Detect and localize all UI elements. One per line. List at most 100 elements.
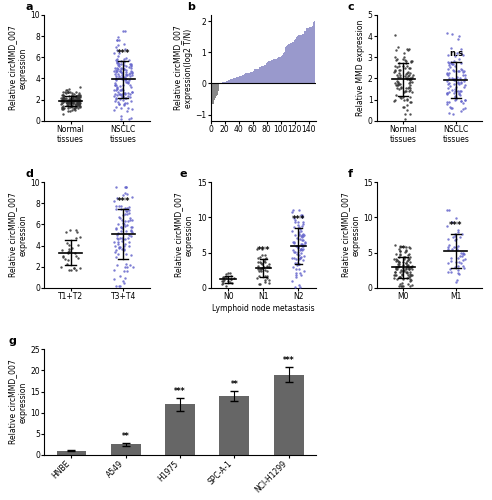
Point	[226, 269, 234, 277]
Point	[63, 101, 71, 109]
Point	[118, 206, 125, 214]
Point	[123, 204, 131, 212]
Point	[114, 240, 122, 248]
Bar	[232, 79, 233, 84]
Point	[407, 263, 415, 271]
Point	[116, 282, 123, 290]
Point	[403, 262, 411, 270]
Point	[120, 89, 128, 97]
Point	[74, 241, 82, 249]
Point	[294, 243, 302, 251]
Point	[448, 60, 456, 68]
Point	[403, 74, 411, 82]
Bar	[259, 68, 260, 84]
Point	[115, 243, 123, 251]
Point	[406, 270, 414, 278]
Point	[115, 282, 123, 290]
Point	[70, 264, 78, 272]
Bar	[241, 76, 242, 84]
Point	[111, 97, 119, 105]
Point	[116, 74, 124, 82]
Point	[65, 266, 73, 274]
Bar	[244, 74, 245, 84]
Bar	[300, 35, 301, 84]
Point	[447, 44, 455, 52]
Point	[120, 54, 127, 62]
Point	[461, 96, 469, 104]
Point	[292, 255, 300, 263]
Point	[123, 100, 131, 108]
Point	[116, 90, 124, 98]
Point	[292, 242, 300, 250]
Point	[396, 250, 403, 258]
Point	[262, 254, 270, 262]
Bar	[279, 57, 280, 84]
Point	[399, 275, 406, 283]
Point	[112, 76, 120, 84]
Point	[396, 85, 403, 93]
Point	[298, 212, 306, 220]
Point	[299, 256, 307, 264]
Text: c: c	[347, 2, 354, 12]
Point	[67, 99, 75, 107]
Point	[403, 96, 411, 104]
Point	[124, 79, 132, 87]
Point	[297, 246, 305, 254]
Point	[69, 98, 77, 106]
Point	[392, 264, 400, 272]
Point	[458, 252, 466, 260]
Point	[393, 80, 400, 88]
Point	[405, 45, 413, 53]
Point	[405, 86, 413, 94]
Point	[454, 242, 462, 250]
Point	[461, 72, 469, 80]
Point	[401, 64, 409, 72]
Point	[114, 98, 122, 106]
Point	[261, 276, 269, 283]
Point	[292, 266, 300, 274]
Point	[451, 230, 459, 238]
Point	[445, 61, 453, 69]
Point	[401, 56, 409, 64]
Point	[408, 88, 416, 96]
Point	[448, 74, 456, 82]
Bar	[57, 451, 87, 455]
Point	[126, 68, 134, 76]
Point	[263, 262, 271, 270]
Point	[460, 262, 467, 270]
Point	[72, 102, 80, 110]
Bar	[265, 65, 266, 84]
Point	[76, 94, 84, 102]
Point	[452, 243, 460, 251]
Point	[123, 62, 130, 70]
Point	[265, 276, 273, 284]
Point	[447, 58, 455, 66]
Point	[458, 87, 465, 95]
Point	[66, 100, 74, 108]
Bar	[291, 42, 292, 84]
Y-axis label: Relative circMMD_007
expression: Relative circMMD_007 expression	[8, 26, 28, 110]
Point	[443, 100, 451, 108]
Point	[294, 218, 302, 226]
Point	[76, 102, 84, 110]
Point	[460, 77, 468, 85]
Point	[117, 67, 124, 75]
Point	[123, 72, 131, 80]
Bar	[298, 36, 299, 84]
Point	[392, 272, 400, 280]
Point	[58, 104, 66, 112]
Point	[289, 206, 297, 214]
Point	[118, 91, 125, 99]
Point	[64, 104, 72, 112]
Point	[228, 279, 236, 287]
Point	[74, 254, 82, 262]
Point	[113, 55, 121, 63]
Point	[395, 245, 403, 253]
Point	[396, 282, 403, 290]
Point	[123, 207, 131, 215]
Point	[123, 68, 130, 76]
Point	[405, 243, 413, 251]
Point	[127, 97, 135, 105]
Point	[58, 96, 66, 104]
Point	[295, 230, 303, 237]
